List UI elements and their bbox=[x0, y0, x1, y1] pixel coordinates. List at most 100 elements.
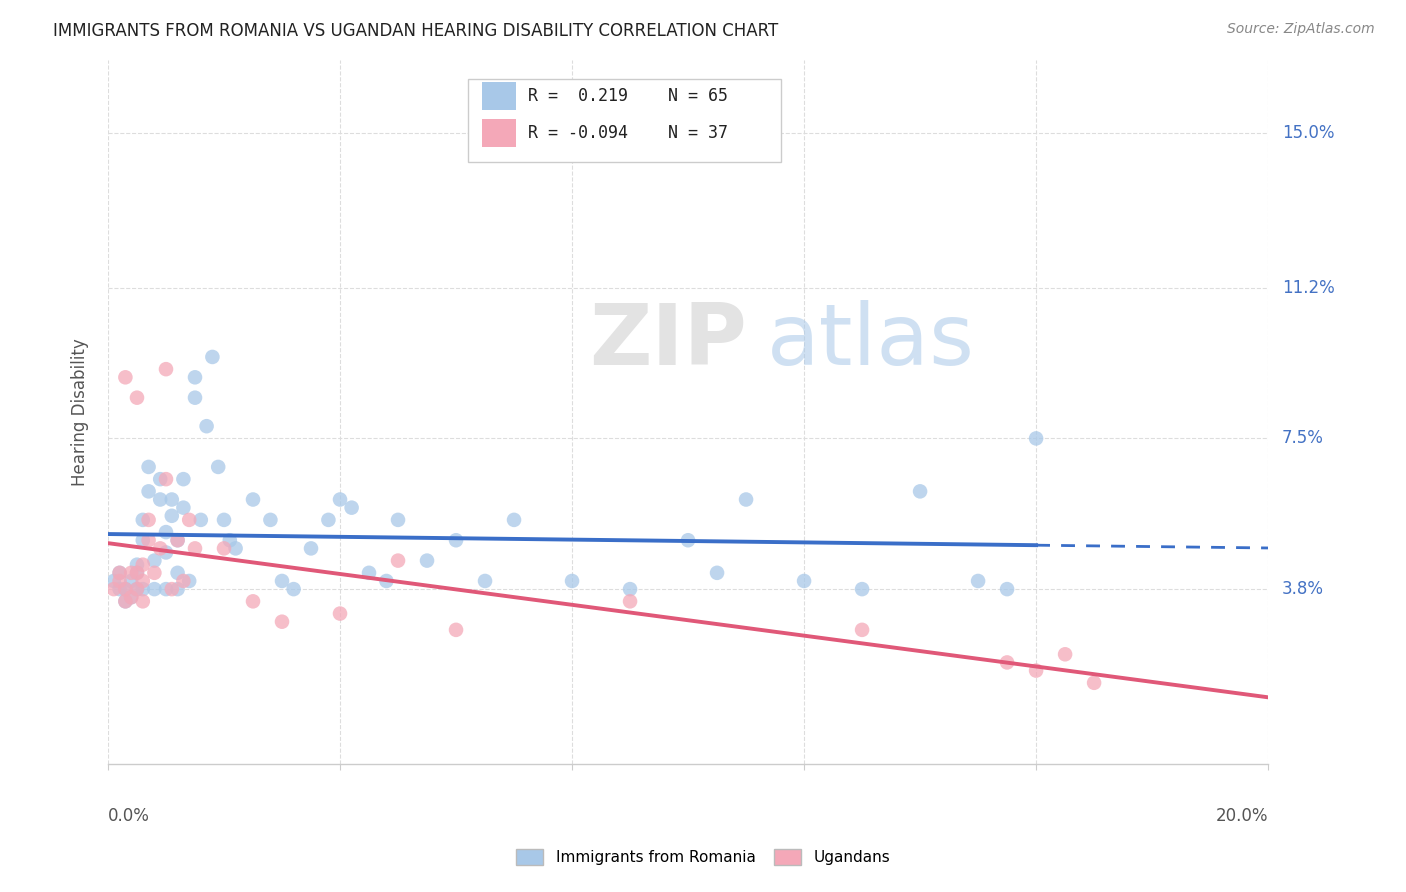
Point bbox=[166, 566, 188, 580]
Point bbox=[271, 615, 294, 629]
Point bbox=[387, 553, 409, 567]
Point bbox=[207, 459, 229, 474]
Point bbox=[967, 574, 990, 588]
Point bbox=[179, 574, 201, 588]
Point bbox=[155, 582, 177, 596]
Point bbox=[416, 553, 439, 567]
Point bbox=[195, 419, 218, 434]
FancyBboxPatch shape bbox=[468, 78, 780, 161]
Point bbox=[676, 533, 699, 548]
Point bbox=[143, 582, 166, 596]
Point bbox=[619, 594, 641, 608]
Point bbox=[212, 541, 235, 556]
Point bbox=[149, 472, 172, 486]
Point bbox=[103, 574, 125, 588]
Text: R =  0.219    N = 65: R = 0.219 N = 65 bbox=[529, 87, 728, 105]
Point bbox=[619, 582, 641, 596]
Point bbox=[132, 582, 155, 596]
Point bbox=[155, 525, 177, 540]
Text: R = -0.094    N = 37: R = -0.094 N = 37 bbox=[529, 124, 728, 142]
Point bbox=[1054, 648, 1077, 662]
Point bbox=[172, 500, 194, 515]
Point bbox=[166, 582, 188, 596]
Point bbox=[184, 391, 207, 405]
Point bbox=[125, 582, 148, 596]
Point bbox=[561, 574, 583, 588]
Point bbox=[318, 513, 340, 527]
Point bbox=[444, 623, 467, 637]
Point bbox=[271, 574, 294, 588]
Point bbox=[908, 484, 931, 499]
Point bbox=[125, 566, 148, 580]
Text: 0.0%: 0.0% bbox=[108, 806, 150, 824]
Point bbox=[851, 623, 873, 637]
Point bbox=[132, 533, 155, 548]
Point bbox=[735, 492, 758, 507]
Point bbox=[143, 566, 166, 580]
Point bbox=[995, 656, 1018, 670]
Point bbox=[851, 582, 873, 596]
Point bbox=[340, 500, 363, 515]
Text: 11.2%: 11.2% bbox=[1282, 278, 1334, 297]
Point bbox=[108, 566, 131, 580]
Point bbox=[132, 558, 155, 572]
Point bbox=[108, 566, 131, 580]
Text: IMMIGRANTS FROM ROMANIA VS UGANDAN HEARING DISABILITY CORRELATION CHART: IMMIGRANTS FROM ROMANIA VS UGANDAN HEARI… bbox=[53, 22, 779, 40]
Point bbox=[283, 582, 305, 596]
Point bbox=[149, 541, 172, 556]
Point bbox=[190, 513, 212, 527]
Point bbox=[120, 591, 142, 605]
Point bbox=[225, 541, 247, 556]
Point bbox=[184, 370, 207, 384]
Text: ZIP: ZIP bbox=[589, 300, 747, 383]
Point bbox=[125, 582, 148, 596]
Point bbox=[138, 513, 160, 527]
Point bbox=[329, 607, 352, 621]
Point bbox=[120, 574, 142, 588]
Point bbox=[108, 574, 131, 588]
Point bbox=[155, 545, 177, 559]
Point bbox=[160, 508, 183, 523]
Point bbox=[138, 484, 160, 499]
Point bbox=[132, 594, 155, 608]
Point bbox=[155, 472, 177, 486]
Point bbox=[120, 566, 142, 580]
Point bbox=[132, 574, 155, 588]
Point bbox=[103, 582, 125, 596]
Point bbox=[259, 513, 281, 527]
Point bbox=[1025, 431, 1047, 445]
Point bbox=[444, 533, 467, 548]
Point bbox=[125, 566, 148, 580]
Point bbox=[329, 492, 352, 507]
Point bbox=[125, 558, 148, 572]
FancyBboxPatch shape bbox=[481, 82, 516, 111]
Point bbox=[387, 513, 409, 527]
Point bbox=[503, 513, 526, 527]
Point bbox=[138, 459, 160, 474]
Point bbox=[357, 566, 380, 580]
Point bbox=[114, 370, 136, 384]
Point bbox=[166, 533, 188, 548]
Point bbox=[114, 582, 136, 596]
Legend: Immigrants from Romania, Ugandans: Immigrants from Romania, Ugandans bbox=[510, 843, 896, 871]
Point bbox=[706, 566, 728, 580]
Point bbox=[166, 533, 188, 548]
Point bbox=[242, 492, 264, 507]
Point bbox=[1083, 675, 1105, 690]
Point bbox=[218, 533, 240, 548]
Point bbox=[375, 574, 398, 588]
Point bbox=[120, 591, 142, 605]
Point bbox=[172, 472, 194, 486]
Point bbox=[155, 362, 177, 376]
Point bbox=[125, 391, 148, 405]
Point bbox=[138, 533, 160, 548]
Text: Source: ZipAtlas.com: Source: ZipAtlas.com bbox=[1227, 22, 1375, 37]
Text: 7.5%: 7.5% bbox=[1282, 429, 1324, 448]
Point bbox=[172, 574, 194, 588]
Point bbox=[160, 582, 183, 596]
Point bbox=[299, 541, 322, 556]
Point bbox=[179, 513, 201, 527]
Point bbox=[108, 582, 131, 596]
Point bbox=[149, 492, 172, 507]
Point bbox=[114, 594, 136, 608]
